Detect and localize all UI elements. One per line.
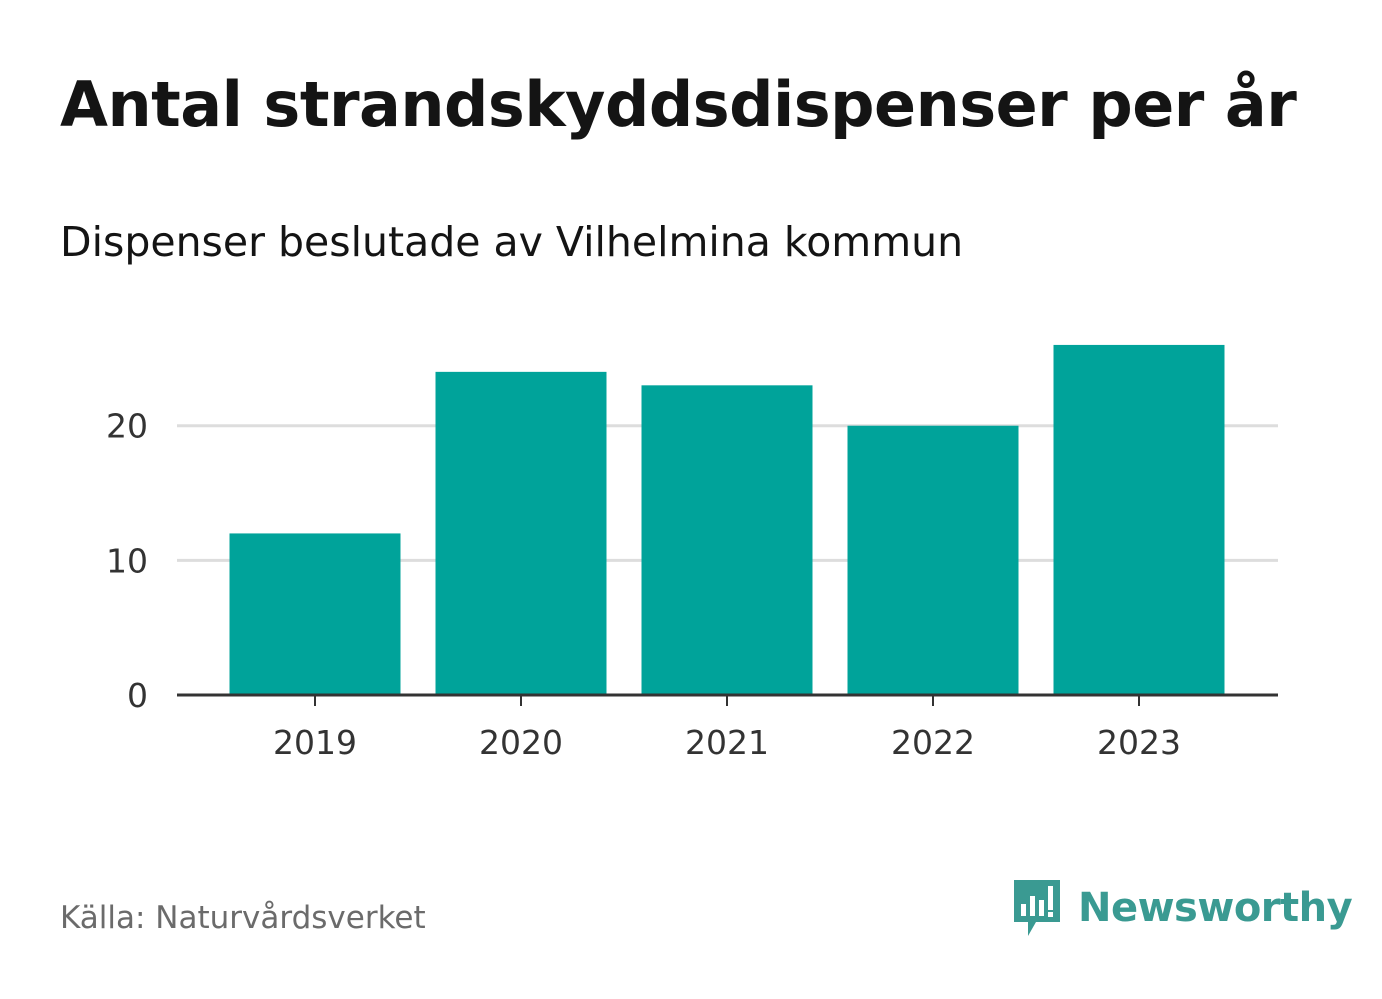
- bar-2022: [847, 425, 1019, 695]
- y-tick-label: 20: [106, 407, 148, 446]
- bar-2019: [229, 533, 401, 695]
- source-note: Källa: Naturvårdsverket: [60, 900, 426, 936]
- chart-subtitle: Dispenser beslutade av Vilhelmina kommun: [60, 218, 964, 266]
- y-tick-label: 10: [106, 541, 148, 580]
- brand-logo: Newsworthy: [1010, 878, 1353, 938]
- x-tick-label: 2022: [891, 723, 975, 762]
- x-tick-label: 2019: [273, 723, 357, 762]
- bar-2020: [435, 371, 607, 695]
- bars: [229, 344, 1225, 695]
- x-tick-label: 2023: [1097, 723, 1181, 762]
- x-tick-label: 2020: [479, 723, 563, 762]
- newsworthy-logo-icon: [1014, 880, 1060, 936]
- y-tick-label: 0: [127, 676, 148, 715]
- bar-2023: [1053, 344, 1225, 695]
- bar-2021: [641, 385, 813, 695]
- axes: 0 10 20 2019 2020 2021 2022 2023: [106, 407, 1278, 762]
- chart-title: Antal strandskyddsdispenser per år: [60, 68, 1297, 141]
- x-tick-label: 2021: [685, 723, 769, 762]
- brand-name: Newsworthy: [1078, 885, 1353, 931]
